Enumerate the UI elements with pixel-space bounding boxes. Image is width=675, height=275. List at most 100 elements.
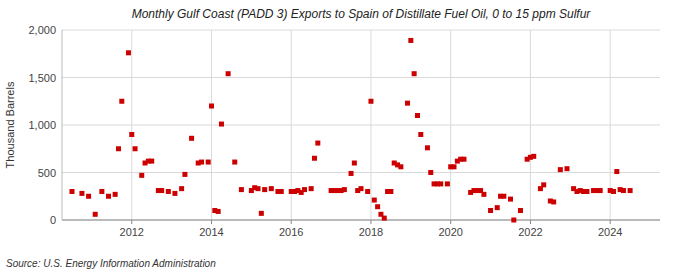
- point: [149, 159, 154, 164]
- x-grid-line: [211, 30, 212, 220]
- point: [511, 218, 516, 223]
- point: [438, 181, 443, 186]
- point: [99, 189, 104, 194]
- x-grid-line: [530, 30, 531, 220]
- point: [531, 154, 536, 159]
- point: [226, 71, 231, 76]
- point: [388, 189, 393, 194]
- point: [219, 122, 224, 127]
- y-axis-line: [62, 30, 63, 220]
- points: [69, 38, 632, 223]
- point: [206, 160, 211, 165]
- point: [262, 187, 267, 192]
- point: [302, 187, 307, 192]
- point: [368, 99, 373, 104]
- y-grid-line: [62, 125, 660, 126]
- point: [312, 156, 317, 161]
- x-grid-line: [370, 30, 371, 220]
- point: [398, 164, 403, 169]
- point: [216, 209, 221, 214]
- x-tick-label: 2018: [359, 226, 383, 238]
- chart-container: 05001,0001,5002,000201220142016201820202…: [0, 0, 675, 275]
- point: [508, 197, 513, 202]
- point: [541, 182, 546, 187]
- x-tick: [131, 220, 132, 224]
- point: [415, 113, 420, 118]
- point: [614, 169, 619, 174]
- point: [488, 208, 493, 213]
- point: [352, 161, 357, 166]
- point: [495, 205, 500, 210]
- point: [452, 164, 457, 169]
- x-tick-label: 2014: [199, 226, 223, 238]
- y-grid-line: [62, 220, 660, 221]
- point: [256, 186, 261, 191]
- y-tick-label: 500: [38, 167, 56, 179]
- y-axis-label: Thousand Barrels: [4, 81, 16, 168]
- x-tick-label: 2016: [279, 226, 303, 238]
- point: [412, 71, 417, 76]
- title: Monthly Gulf Coast (PADD 3) Exports to S…: [132, 7, 592, 21]
- point: [172, 191, 177, 196]
- x-tick: [211, 220, 212, 224]
- point: [139, 173, 144, 178]
- grid: [62, 30, 660, 220]
- y-grid-line: [62, 30, 660, 31]
- x-tick-label: 2024: [598, 226, 622, 238]
- point: [79, 191, 84, 196]
- chart: 05001,0001,5002,000201220142016201820202…: [0, 0, 675, 275]
- x-grid-line: [450, 30, 451, 220]
- point: [408, 38, 413, 43]
- point: [93, 212, 98, 217]
- point: [269, 186, 274, 191]
- x-tick: [370, 220, 371, 224]
- point: [69, 189, 74, 194]
- y-tick-label: 1,500: [28, 72, 56, 84]
- point: [179, 186, 184, 191]
- point: [359, 186, 364, 191]
- point: [315, 141, 320, 146]
- point: [405, 101, 410, 106]
- point: [133, 146, 138, 151]
- point: [598, 188, 603, 193]
- point: [86, 194, 91, 199]
- y-grid-line: [62, 77, 660, 78]
- point: [372, 198, 377, 203]
- x-tick: [450, 220, 451, 224]
- point: [119, 99, 124, 104]
- point: [199, 160, 204, 165]
- x-tick-label: 2022: [518, 226, 542, 238]
- point: [259, 211, 264, 216]
- point: [116, 146, 121, 151]
- point: [232, 160, 237, 165]
- y-tick-label: 0: [50, 214, 56, 226]
- point: [106, 194, 111, 199]
- point: [279, 189, 284, 194]
- point: [628, 188, 633, 193]
- point: [558, 167, 563, 172]
- point: [428, 170, 433, 175]
- x-tick: [530, 220, 531, 224]
- point: [518, 208, 523, 213]
- point: [445, 181, 450, 186]
- point: [365, 189, 370, 194]
- point: [113, 192, 118, 197]
- x-grid-line: [131, 30, 132, 220]
- point: [342, 187, 347, 192]
- x-tick-label: 2012: [120, 226, 144, 238]
- point: [418, 132, 423, 137]
- point: [611, 189, 616, 194]
- y-tick-label: 1,000: [28, 119, 56, 131]
- point: [209, 104, 214, 109]
- point: [481, 192, 486, 197]
- point: [129, 132, 134, 137]
- point: [621, 188, 626, 193]
- point: [349, 171, 354, 176]
- point: [564, 166, 569, 171]
- point: [375, 204, 380, 209]
- x-tick: [610, 220, 611, 224]
- point: [239, 187, 244, 192]
- point: [551, 199, 556, 204]
- point: [309, 186, 314, 191]
- point: [425, 145, 430, 150]
